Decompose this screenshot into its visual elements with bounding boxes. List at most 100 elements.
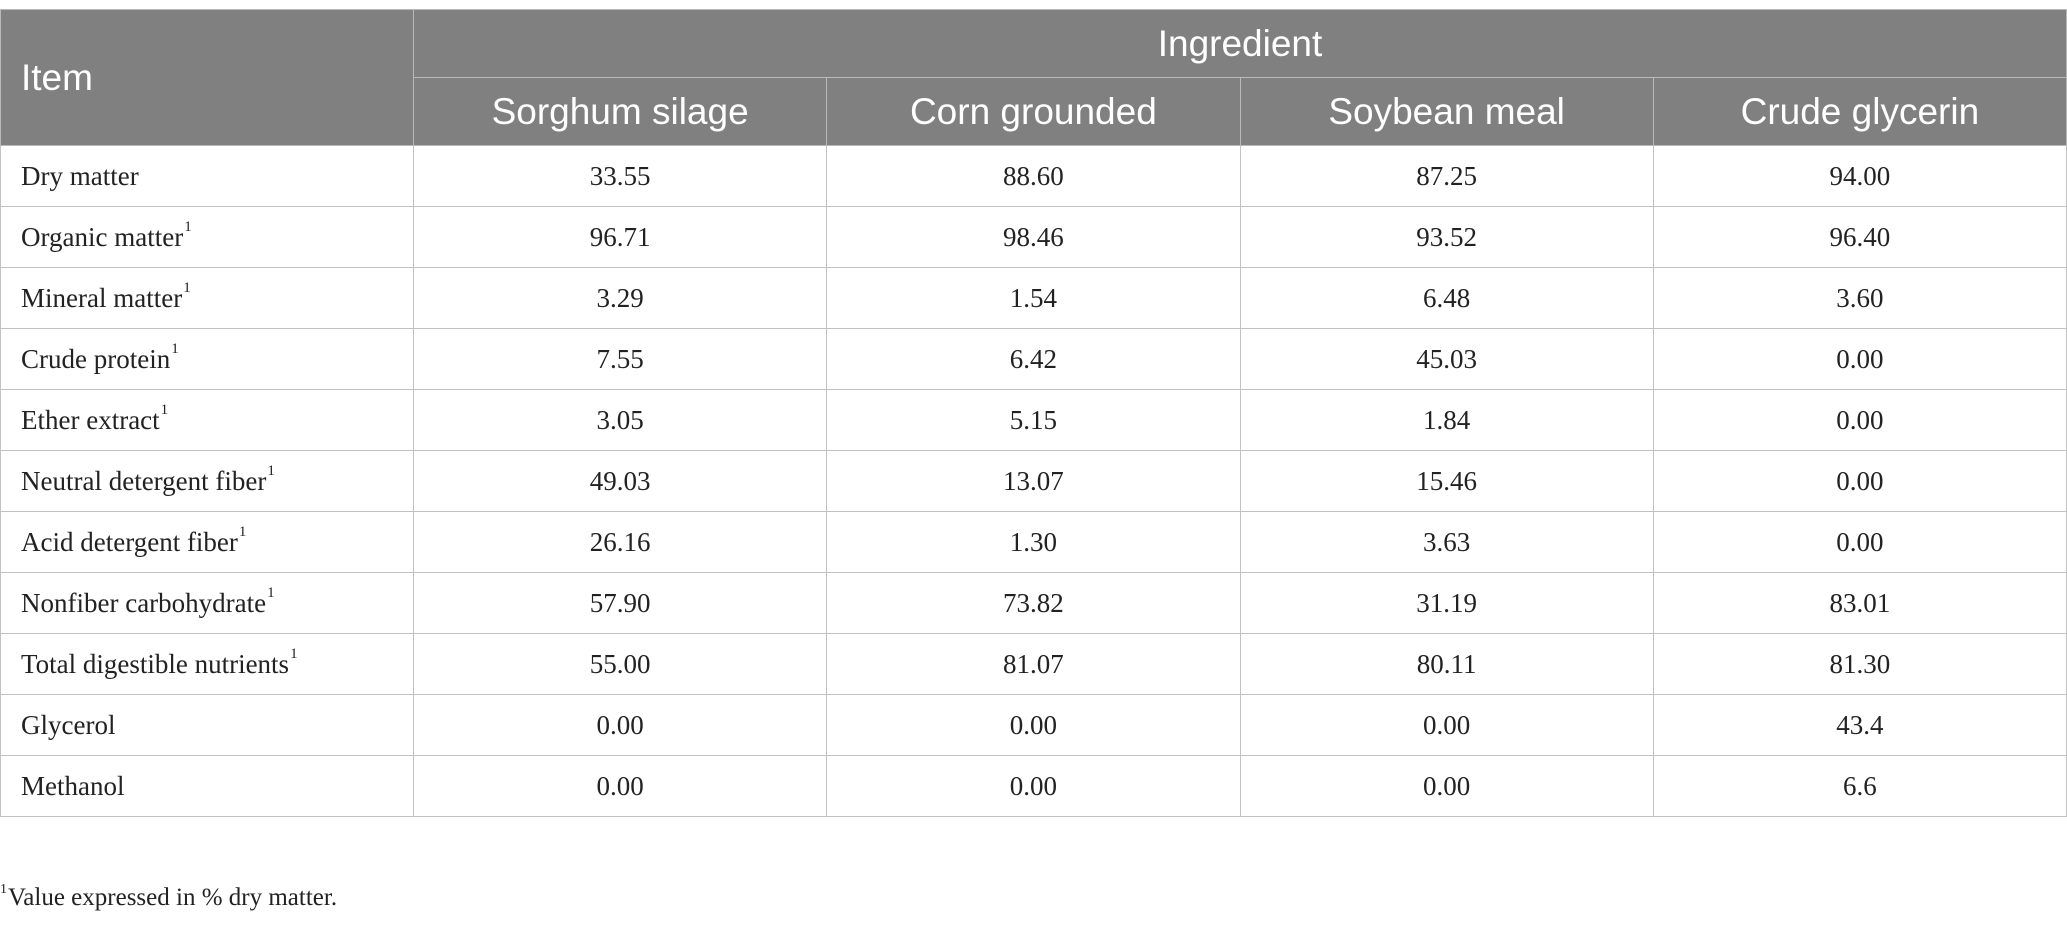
row-label: Acid detergent fiber: [21, 526, 238, 557]
table-footnote: 1Value expressed in % dry matter.: [0, 882, 338, 912]
row-label: Methanol: [21, 770, 125, 801]
footnote-reference: 1: [184, 218, 192, 235]
table-row: Organic matter1 96.71 98.46 93.52 96.40: [0, 206, 2067, 268]
row-label: Organic matter: [21, 221, 184, 252]
footnote-reference: 1: [267, 462, 275, 479]
value-cell: 81.07: [826, 633, 1241, 695]
footnote-text: Value expressed in % dry matter.: [8, 884, 338, 911]
row-label: Total digestible nutrients: [21, 648, 290, 679]
value-cell: 6.48: [1239, 267, 1654, 329]
row-label-cell: Organic matter1: [0, 206, 414, 268]
value-cell: 87.25: [1239, 145, 1654, 207]
value-cell: 0.00: [826, 694, 1241, 756]
value-cell: 0.00: [1239, 694, 1654, 756]
value-cell: 1.54: [826, 267, 1241, 329]
row-label-cell: Mineral matter1: [0, 267, 414, 329]
row-label-cell: Crude protein1: [0, 328, 414, 390]
column-header-soybean-meal: Soybean meal: [1239, 77, 1654, 146]
value-cell: 6.42: [826, 328, 1241, 390]
value-cell: 15.46: [1239, 450, 1654, 512]
table-row: Nonfiber carbohydrate1 57.90 73.82 31.19 83.…: [0, 572, 2067, 634]
table-header: Item Ingredient Sorghum silage Corn grou…: [0, 9, 2067, 146]
ingredient-composition-table: Item Ingredient Sorghum silage Corn grou…: [0, 9, 2067, 817]
row-label-cell: Total digestible nutrients1: [0, 633, 414, 695]
value-cell: 80.11: [1239, 633, 1654, 695]
table-row: Methanol 0.00 0.00 0.00 6.6: [0, 755, 2067, 817]
value-cell: 93.52: [1239, 206, 1654, 268]
value-cell: 3.60: [1652, 267, 2067, 329]
table-row: Glycerol 0.00 0.00 0.00 43.4: [0, 694, 2067, 756]
value-cell: 45.03: [1239, 328, 1654, 390]
header-row-columns: Sorghum silage Corn grounded Soybean mea…: [1, 77, 2067, 146]
footnote-reference: 1: [183, 279, 191, 296]
value-cell: 43.4: [1652, 694, 2067, 756]
value-cell: 26.16: [412, 511, 828, 573]
value-cell: 0.00: [1652, 450, 2067, 512]
item-column-header: Item: [0, 9, 414, 146]
table-row: Ether extract1 3.05 5.15 1.84 0.00: [0, 389, 2067, 451]
value-cell: 3.29: [412, 267, 828, 329]
column-header-crude-glycerin: Crude glycerin: [1652, 77, 2067, 146]
value-cell: 31.19: [1239, 572, 1654, 634]
row-label: Ether extract: [21, 404, 160, 435]
footnote-reference: 1: [238, 523, 247, 540]
value-cell: 13.07: [826, 450, 1241, 512]
footnote-reference: 1: [290, 645, 298, 662]
ingredient-group-header: Ingredient: [412, 9, 2067, 78]
value-cell: 6.6: [1652, 755, 2067, 817]
footnote-marker: 1: [0, 882, 7, 897]
value-cell: 0.00: [1652, 511, 2067, 573]
footnote-reference: 1: [160, 401, 169, 418]
row-label-cell: Dry matter: [0, 145, 414, 207]
value-cell: 0.00: [412, 694, 828, 756]
value-cell: 5.15: [826, 389, 1241, 451]
value-cell: 83.01: [1652, 572, 2067, 634]
row-label-cell: Nonfiber carbohydrate1: [0, 572, 414, 634]
row-label: Glycerol: [21, 709, 116, 740]
header-row-group: Item Ingredient: [0, 9, 2067, 146]
column-header-sorghum-silage: Sorghum silage: [412, 77, 828, 146]
value-cell: 3.63: [1239, 511, 1654, 573]
row-label-cell: Neutral detergent fiber1: [0, 450, 414, 512]
value-cell: 49.03: [412, 450, 828, 512]
row-label-cell: Acid detergent fiber1: [0, 511, 414, 573]
table-row: Crude protein1 7.55 6.42 45.03 0.00: [0, 328, 2067, 390]
column-header-corn-grounded: Corn grounded: [826, 77, 1241, 146]
row-label-cell: Ether extract1: [0, 389, 414, 451]
table-row: Acid detergent fiber1 26.16 1.30 3.63 0.00: [0, 511, 2067, 573]
value-cell: 94.00: [1652, 145, 2067, 207]
value-cell: 0.00: [826, 755, 1241, 817]
value-cell: 57.90: [412, 572, 828, 634]
value-cell: 98.46: [826, 206, 1241, 268]
value-cell: 81.30: [1652, 633, 2067, 695]
table-row: Neutral detergent fiber1 49.03 13.07 15.46 0…: [0, 450, 2067, 512]
footnote-reference: 1: [267, 584, 275, 601]
value-cell: 73.82: [826, 572, 1241, 634]
composition-table-container: Item Ingredient Sorghum silage Corn grou…: [0, 9, 2067, 817]
value-cell: 88.60: [826, 145, 1241, 207]
value-cell: 1.30: [826, 511, 1241, 573]
row-label: Nonfiber carbohydrate: [21, 587, 267, 618]
value-cell: 0.00: [1652, 328, 2067, 390]
row-label-cell: Glycerol: [0, 694, 414, 756]
value-cell: 55.00: [412, 633, 828, 695]
value-cell: 3.05: [412, 389, 828, 451]
value-cell: 96.71: [412, 206, 828, 268]
value-cell: 0.00: [1652, 389, 2067, 451]
table-row: Total digestible nutrients1 55.00 81.07 80.…: [0, 633, 2067, 695]
value-cell: 0.00: [1239, 755, 1654, 817]
value-cell: 96.40: [1652, 206, 2067, 268]
row-label: Mineral matter: [21, 282, 183, 313]
table-body: Dry matter 33.55 88.60 87.25 94.00 Organic ma…: [0, 145, 2067, 817]
row-label-cell: Methanol: [0, 755, 414, 817]
row-label: Crude protein: [21, 343, 171, 374]
table-row: Mineral matter1 3.29 1.54 6.48 3.60: [0, 267, 2067, 329]
value-cell: 1.84: [1239, 389, 1654, 451]
table-row: Dry matter 33.55 88.60 87.25 94.00: [0, 145, 2067, 207]
row-label: Dry matter: [21, 160, 139, 191]
row-label: Neutral detergent fiber: [21, 465, 267, 496]
value-cell: 7.55: [412, 328, 828, 390]
value-cell: 0.00: [412, 755, 828, 817]
footnote-reference: 1: [171, 340, 179, 357]
value-cell: 33.55: [412, 145, 828, 207]
